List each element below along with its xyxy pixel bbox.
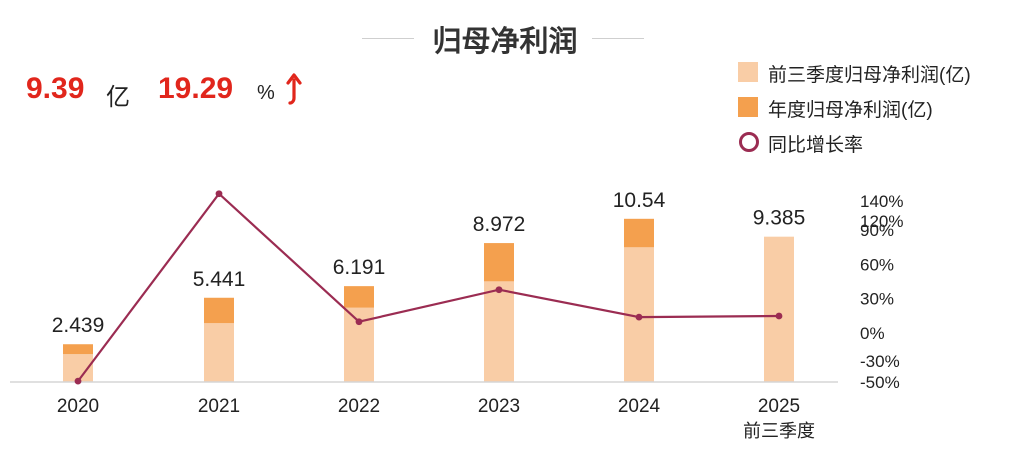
bar-q3-2025 (764, 236, 794, 382)
right-axis-tick-label: 60% (860, 255, 894, 274)
right-axis-tick-label: -50% (860, 373, 900, 392)
bar-value-label: 5.441 (193, 268, 246, 291)
x-tick-label: 2024 (618, 396, 661, 417)
bar-q3-2023 (484, 281, 514, 382)
x-tick-label: 2023 (478, 396, 520, 417)
growth-point (74, 377, 82, 385)
bar-value-label: 8.972 (473, 213, 526, 236)
legend-marker-growth (739, 132, 759, 152)
bar-value-label: 2.439 (52, 314, 105, 337)
legend-item-growth: 同比增长率 (738, 130, 1008, 156)
right-axis-tick-label: 30% (860, 290, 894, 309)
kpi-value-unit: 亿 (106, 84, 130, 111)
growth-line (77, 192, 780, 382)
right-axis-tick-label: 140% (860, 192, 903, 211)
x-tick-label: 2025 (758, 396, 800, 417)
x-tick-label: 2020 (57, 396, 99, 417)
growth-point (495, 286, 503, 294)
bar-annual-2022 (344, 286, 374, 308)
growth-point (215, 190, 223, 198)
legend-label-growth: 同比增长率 (768, 135, 864, 156)
bar-annual-2024 (624, 218, 654, 248)
bar-annual-2023 (484, 243, 514, 282)
kpi-value: 9.39 (26, 72, 85, 105)
legend-swatch-annual (738, 97, 758, 117)
legend-item-annual: 年度归母净利润(亿) (738, 95, 1008, 121)
growth-point (355, 318, 363, 326)
growth-point (635, 313, 643, 321)
legend-item-q3: 前三季度归母净利润(亿) (738, 60, 1008, 86)
chart-title: 归母净利润 (432, 26, 578, 58)
bar-value-label: 6.191 (333, 256, 386, 279)
title-row: 归母净利润 (0, 14, 1011, 58)
legend-swatch-q3 (738, 62, 758, 82)
kpi-growth: 19.29 (158, 72, 234, 105)
bar-value-label: 10.54 (613, 189, 666, 212)
bar-q3-2021 (204, 323, 234, 382)
x-tick-sublabel: 前三季度 (743, 421, 815, 441)
legend-label-q3: 前三季度归母净利润(亿) (768, 65, 971, 86)
bar-annual-2021 (204, 297, 234, 324)
arrow-up-icon (286, 73, 302, 105)
legend-label-annual: 年度归母净利润(亿) (768, 100, 933, 121)
title-divider-left (362, 38, 414, 39)
right-axis-tick-label: 120% (860, 212, 903, 231)
bar-value-label: 9.385 (753, 207, 806, 230)
kpi-growth-unit: % (257, 82, 275, 104)
right-axis-tick-label: -30% (860, 352, 900, 371)
growth-point (775, 312, 783, 320)
right-axis-tick-label: 0% (860, 324, 885, 343)
x-tick-label: 2021 (198, 396, 240, 417)
right-axis-tick-label: 90% (860, 221, 894, 240)
x-tick-label: 2022 (338, 396, 380, 417)
title-divider-right (592, 38, 644, 39)
bar-annual-2020 (63, 344, 93, 355)
